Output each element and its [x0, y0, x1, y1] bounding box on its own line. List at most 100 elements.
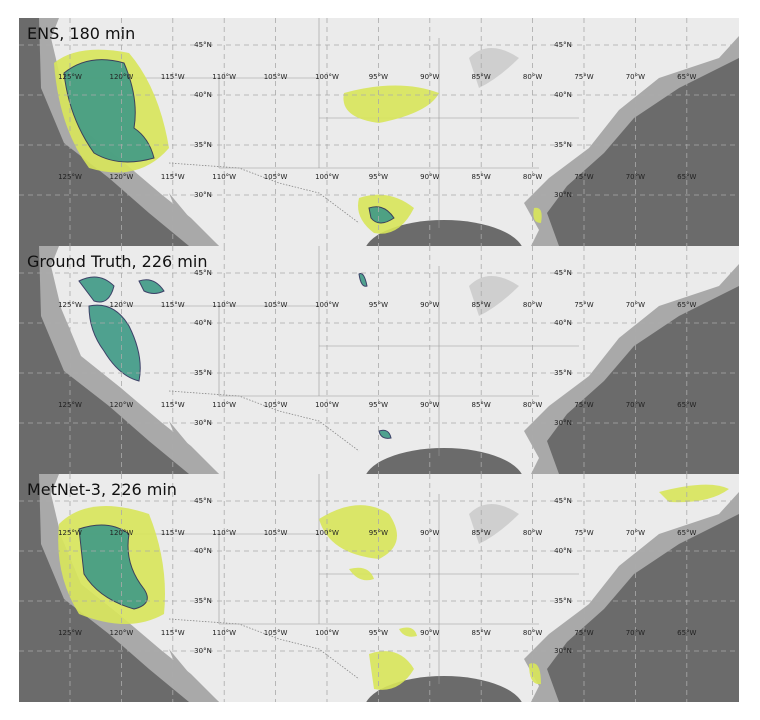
longitude-label: 100°W	[315, 173, 339, 181]
precip-area	[63, 59, 155, 163]
longitude-label: 110°W	[212, 629, 236, 637]
longitude-label: 85°W	[472, 73, 491, 81]
latitude-label: 45°N	[554, 497, 572, 505]
longitude-label: 65°W	[677, 401, 696, 409]
longitude-label: 125°W	[58, 173, 82, 181]
precip-area	[88, 304, 141, 382]
precip-area	[368, 206, 395, 224]
precip-area	[659, 484, 729, 503]
longitude-label: 125°W	[58, 529, 82, 537]
latitude-label: 30°N	[554, 647, 572, 655]
longitude-label: 85°W	[472, 173, 491, 181]
longitude-label: 90°W	[420, 73, 439, 81]
longitude-label: 105°W	[264, 73, 288, 81]
precip-area	[529, 663, 541, 685]
latitude-label: 35°N	[554, 369, 572, 377]
longitude-label: 100°W	[315, 629, 339, 637]
longitude-label: 120°W	[110, 173, 134, 181]
latitude-label: 40°N	[194, 91, 212, 99]
precip-area	[319, 505, 397, 559]
precip-area	[533, 207, 542, 223]
longitude-label: 100°W	[315, 529, 339, 537]
latitude-label: 45°N	[194, 269, 212, 277]
longitude-label: 90°W	[420, 301, 439, 309]
longitude-label: 95°W	[369, 173, 388, 181]
longitude-label: 80°W	[523, 529, 542, 537]
latitude-label: 30°N	[194, 647, 212, 655]
longitude-label: 75°W	[574, 629, 593, 637]
longitude-label: 90°W	[420, 629, 439, 637]
latitude-label: 35°N	[554, 597, 572, 605]
longitude-label: 70°W	[626, 401, 645, 409]
longitude-label: 115°W	[161, 629, 185, 637]
longitude-label: 75°W	[574, 73, 593, 81]
precip-area	[378, 429, 392, 439]
latitude-label: 35°N	[194, 141, 212, 149]
longitude-label: 110°W	[212, 173, 236, 181]
longitude-label: 80°W	[523, 629, 542, 637]
longitude-label: 115°W	[161, 529, 185, 537]
longitude-label: 65°W	[677, 301, 696, 309]
longitude-label: 85°W	[472, 401, 491, 409]
latitude-label: 40°N	[554, 547, 572, 555]
latitude-label: 30°N	[554, 191, 572, 199]
latitude-label: 35°N	[554, 141, 572, 149]
latitude-label: 40°N	[194, 547, 212, 555]
longitude-label: 110°W	[212, 301, 236, 309]
longitude-label: 125°W	[58, 401, 82, 409]
longitude-label: 95°W	[369, 401, 388, 409]
longitude-label: 105°W	[264, 629, 288, 637]
longitude-label: 105°W	[264, 173, 288, 181]
precip-area	[349, 567, 374, 581]
longitude-label: 95°W	[369, 629, 388, 637]
longitude-label: 70°W	[626, 529, 645, 537]
latitude-label: 35°N	[194, 369, 212, 377]
longitude-label: 80°W	[523, 401, 542, 409]
latitude-label: 35°N	[194, 597, 212, 605]
longitude-label: 125°W	[58, 301, 82, 309]
longitude-label: 80°W	[523, 301, 542, 309]
longitude-label: 120°W	[110, 529, 134, 537]
longitude-label: 65°W	[677, 73, 696, 81]
longitude-label: 120°W	[110, 73, 134, 81]
latitude-label: 45°N	[194, 41, 212, 49]
longitude-label: 85°W	[472, 529, 491, 537]
longitude-label: 65°W	[677, 529, 696, 537]
longitude-label: 100°W	[315, 73, 339, 81]
latitude-label: 30°N	[554, 419, 572, 427]
panel-title: MetNet-3, 226 min	[27, 480, 177, 499]
panel-title: Ground Truth, 226 min	[27, 252, 207, 271]
longitude-label: 105°W	[264, 301, 288, 309]
longitude-label: 75°W	[574, 301, 593, 309]
longitude-label: 80°W	[523, 173, 542, 181]
longitude-label: 75°W	[574, 173, 593, 181]
longitude-label: 90°W	[420, 173, 439, 181]
longitude-label: 115°W	[161, 173, 185, 181]
longitude-label: 100°W	[315, 301, 339, 309]
precip-area	[78, 276, 115, 303]
longitude-label: 115°W	[161, 73, 185, 81]
longitude-label: 85°W	[472, 301, 491, 309]
precip-area	[78, 524, 148, 610]
longitude-label: 90°W	[420, 401, 439, 409]
precip-area	[358, 273, 368, 287]
longitude-label: 95°W	[369, 529, 388, 537]
map-panel: 125°W 125°W 120°W 120°W 115°W 115°W 110°W 110°W…	[19, 474, 739, 702]
longitude-label: 125°W	[58, 73, 82, 81]
longitude-label: 115°W	[161, 401, 185, 409]
latitude-label: 45°N	[554, 269, 572, 277]
panel-title: ENS, 180 min	[27, 24, 135, 43]
longitude-label: 110°W	[212, 73, 236, 81]
precip-area	[399, 627, 417, 637]
longitude-label: 80°W	[523, 73, 542, 81]
latitude-label: 40°N	[554, 91, 572, 99]
latitude-label: 30°N	[194, 191, 212, 199]
longitude-label: 120°W	[110, 301, 134, 309]
longitude-label: 65°W	[677, 173, 696, 181]
latitude-label: 40°N	[554, 319, 572, 327]
longitude-label: 90°W	[420, 529, 439, 537]
latitude-label: 30°N	[194, 419, 212, 427]
latitude-label: 45°N	[194, 497, 212, 505]
longitude-label: 100°W	[315, 401, 339, 409]
